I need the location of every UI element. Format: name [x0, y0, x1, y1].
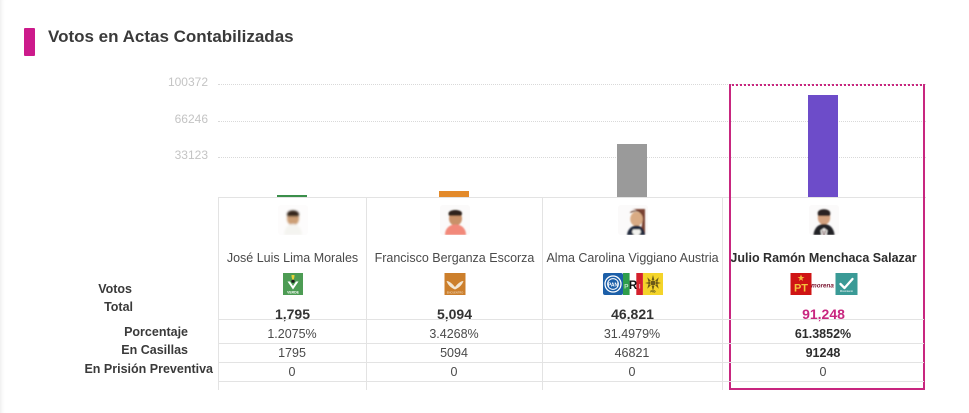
svg-text:PRD: PRD: [650, 291, 655, 294]
svg-text:PAN: PAN: [607, 282, 618, 288]
svg-text:R: R: [628, 280, 637, 292]
svg-text:VERDE: VERDE: [287, 290, 299, 294]
svg-text:I: I: [638, 284, 640, 291]
svg-text:ENCUENTRO: ENCUENTRO: [446, 290, 462, 294]
